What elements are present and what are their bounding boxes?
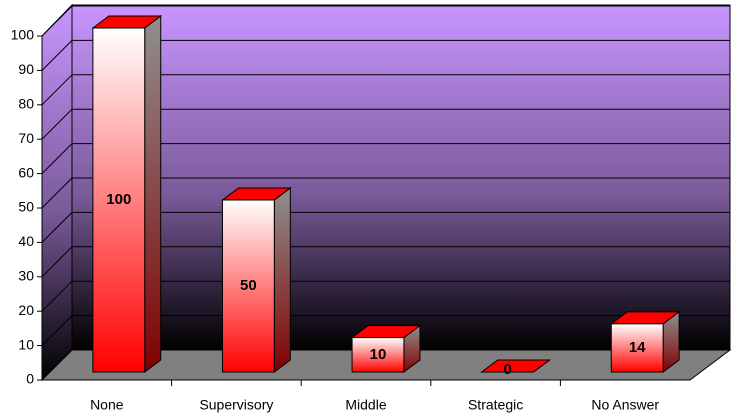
value-label: 0 [503,361,511,378]
bar [351,337,405,373]
y-tick-label: 50 [18,199,34,215]
y-tick-label: 30 [18,268,34,284]
grid-line [41,74,73,106]
bar-side [144,15,162,373]
y-tick-label: 10 [18,336,34,352]
grid-line [41,315,73,346]
y-tick-label: 20 [18,302,34,318]
y-tick-label: 100 [11,27,35,43]
grid-line [41,212,73,243]
y-tick-label: 0 [26,371,34,387]
bar [92,27,146,373]
grid-line [41,40,73,71]
y-tick-label: 80 [18,96,34,112]
grid-line [41,280,73,312]
grid-line [41,177,73,209]
x-tick-label: Supervisory [199,397,273,413]
bar [221,199,275,373]
y-tick-label: 40 [18,233,34,249]
x-tick-label: Strategic [468,397,523,413]
bar [610,323,664,373]
y-tick-label: 90 [18,61,34,77]
grid-line [41,143,73,174]
grid-line [41,5,73,37]
x-tick-label: Middle [345,397,386,413]
bar-top [480,359,552,373]
grid-line [41,246,73,278]
x-tick-label: No Answer [591,397,659,413]
value-label: 100 [106,191,131,208]
x-tick-label: None [90,397,124,413]
value-label: 50 [240,277,257,294]
y-tick-label: 70 [18,130,34,146]
bar-side [273,187,291,373]
value-label: 14 [629,339,646,356]
grid-line [41,108,73,140]
value-label: 10 [370,346,387,363]
y-tick-label: 60 [18,164,34,180]
